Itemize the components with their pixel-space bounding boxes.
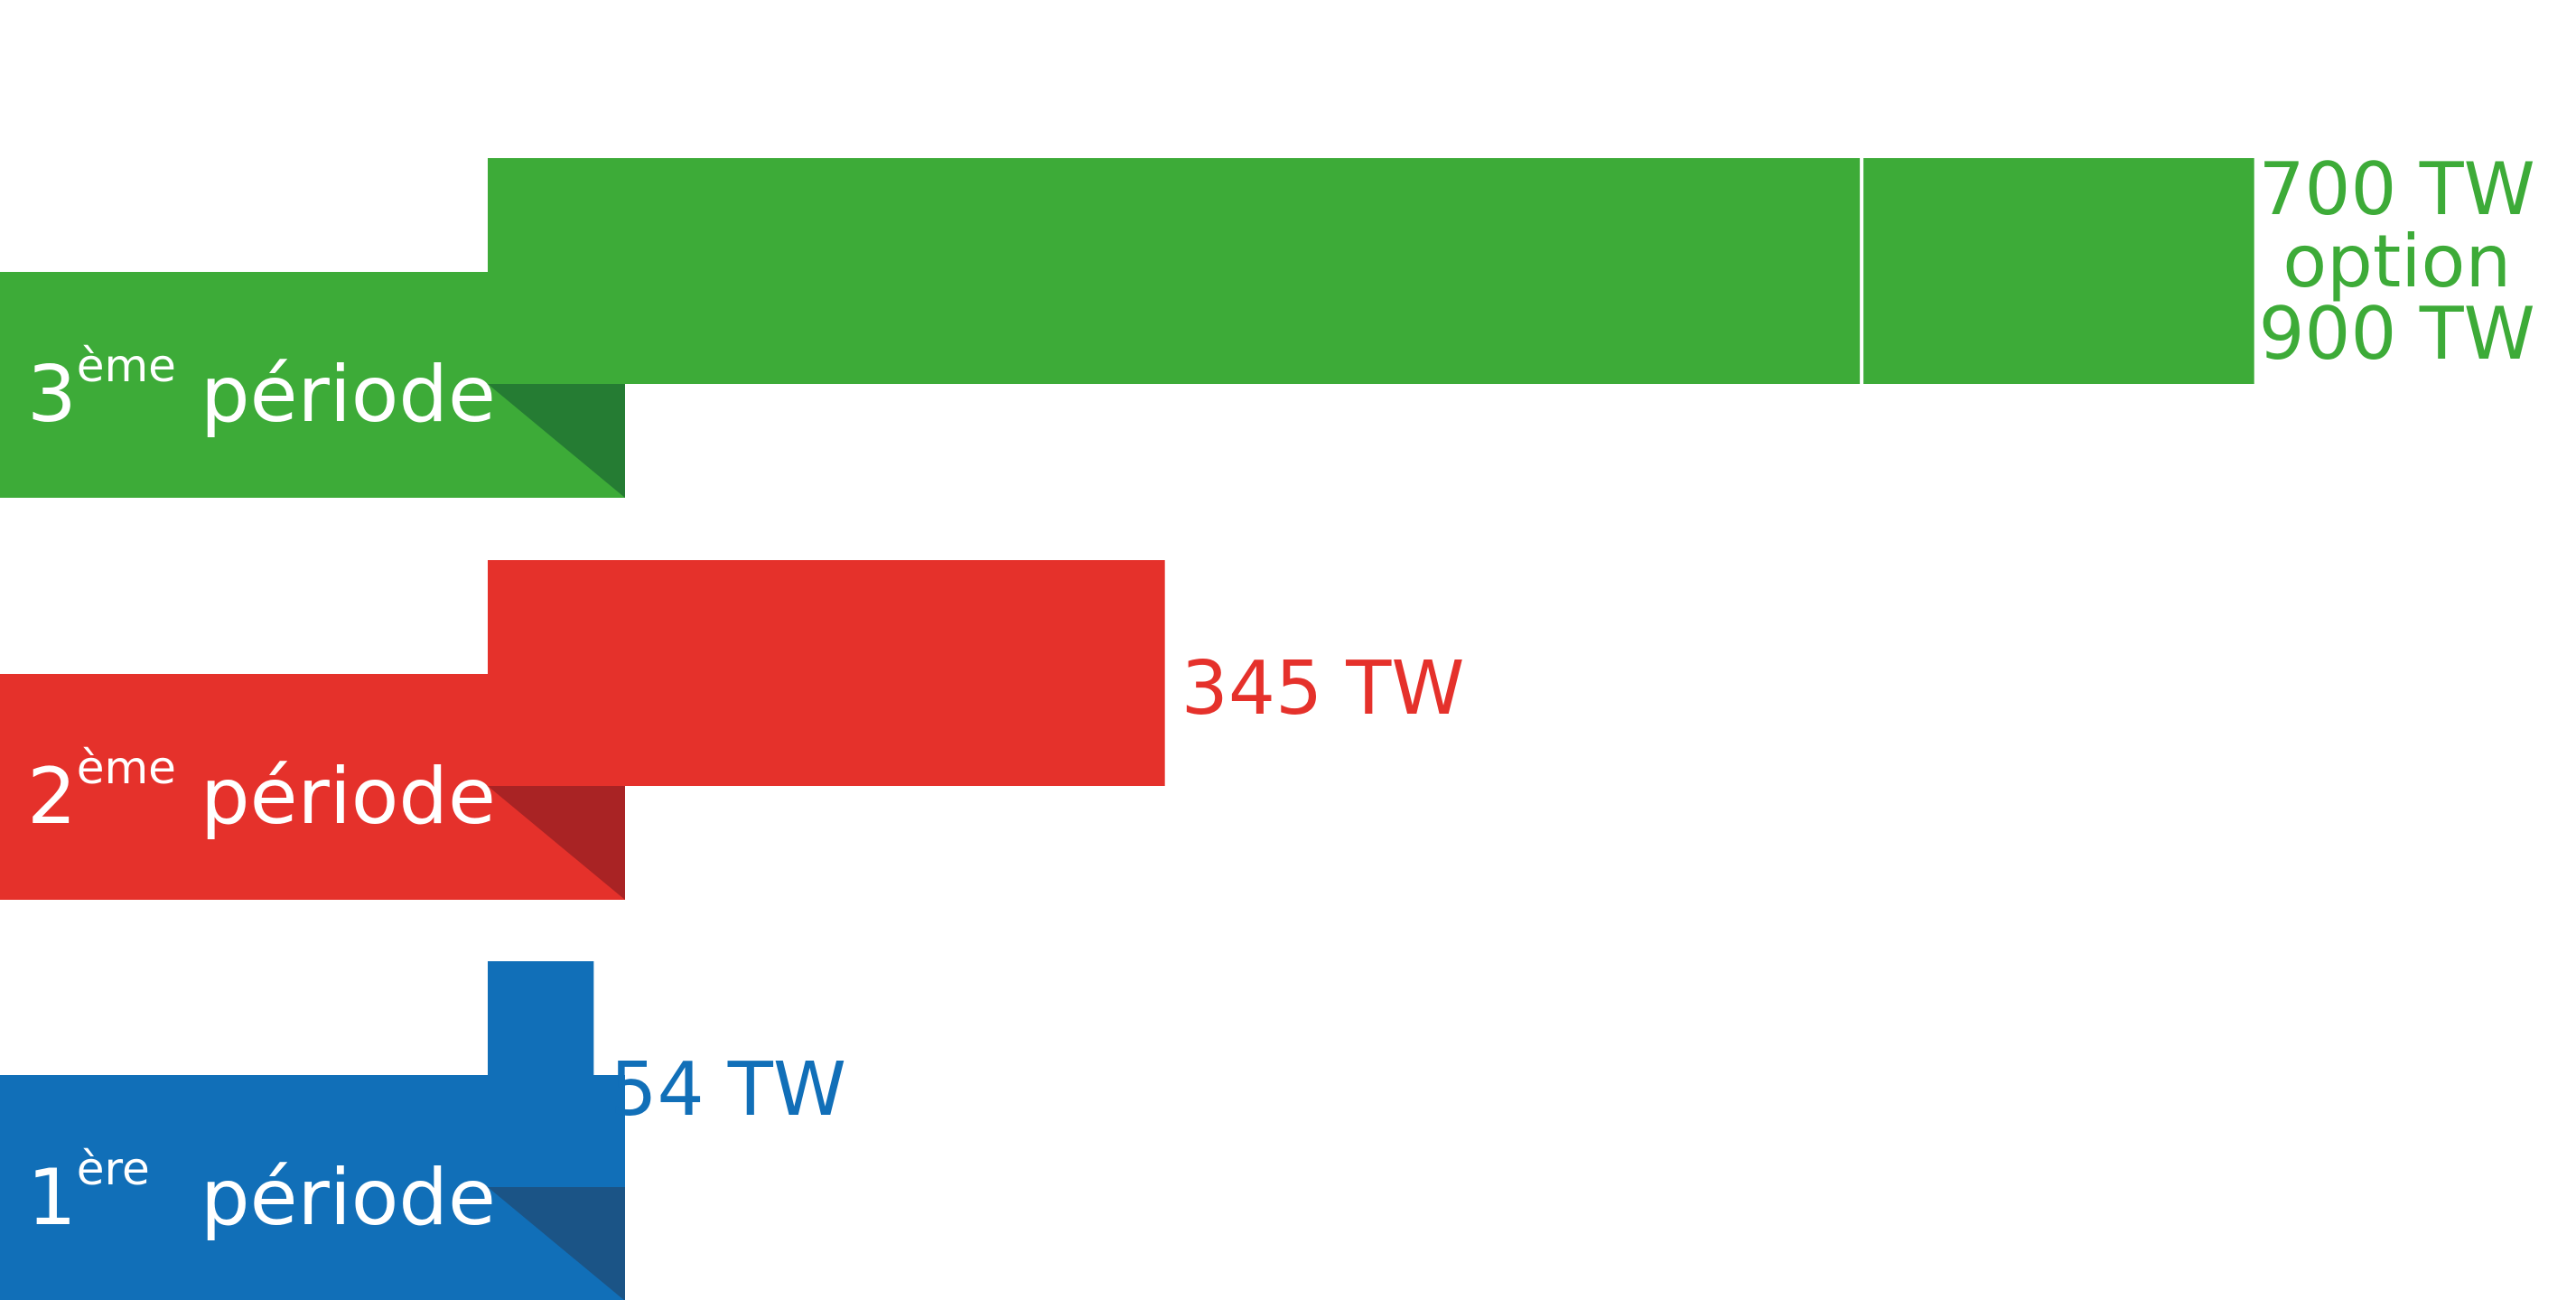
bar-option-divider-3 <box>1860 158 1864 384</box>
bar-3 <box>488 158 2254 384</box>
category-label-2: 2ème période <box>27 742 496 842</box>
category-label-3: 3ème période <box>27 340 496 440</box>
category-label-1: 1ère période <box>27 1143 496 1243</box>
label-fold-3 <box>488 384 625 498</box>
label-fold-2 <box>488 786 625 900</box>
data-label-3-line-1: 700 TW <box>2259 147 2535 231</box>
label-fold-1 <box>488 1187 625 1300</box>
data-label-3-line-2: option <box>2282 220 2511 304</box>
data-label-3-line-3: 900 TW <box>2259 292 2535 376</box>
data-label-2: 345 TW <box>1181 646 1465 732</box>
data-label-1: 54 TW <box>610 1047 846 1133</box>
